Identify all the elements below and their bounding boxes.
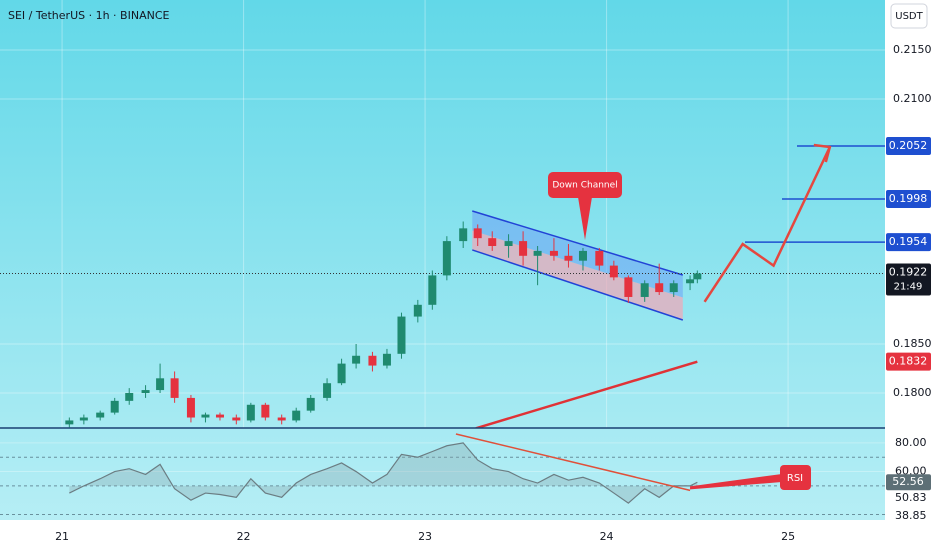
candle-body (306, 397, 315, 411)
rsi-arrow (690, 474, 782, 490)
y-tick-label: 0.1800 (893, 386, 932, 399)
candle-body (397, 316, 406, 354)
level-box (886, 189, 931, 208)
rsi-annotation: RSI (787, 473, 803, 484)
candle-body (693, 273, 702, 280)
candle-body (292, 410, 301, 421)
candle-body (186, 397, 195, 418)
candle-body (79, 417, 88, 421)
candle-body (686, 279, 695, 284)
candle-body (156, 378, 165, 391)
chart-title: SEI / TetherUS · 1h · BINANCE (8, 9, 170, 22)
trend-line (475, 360, 698, 428)
rsi-panel (0, 433, 885, 516)
x-tick-label: 22 (237, 530, 251, 543)
candle-body (624, 277, 633, 297)
rsi-area (69, 442, 698, 504)
rsi-annotation-box (780, 465, 811, 490)
y-tick-label: 0.1850 (893, 337, 932, 350)
candle-body (352, 355, 361, 364)
candle-body (519, 241, 528, 256)
channel-upper (472, 210, 684, 276)
price-panel (0, 210, 885, 428)
candle-body (96, 412, 105, 418)
rsi-line (69, 442, 698, 504)
candle-body (655, 283, 664, 293)
candle-body (382, 353, 391, 366)
candle-body (578, 250, 587, 261)
candle-body (442, 241, 451, 276)
candle-body (428, 275, 437, 305)
candle-body (504, 241, 513, 246)
rsi-marker-label: 50.83 (895, 491, 927, 504)
channel-lower (472, 249, 684, 321)
candle-body (337, 363, 346, 384)
rsi-tick-label: 80.00 (895, 436, 927, 449)
countdown: 21:49 (894, 281, 923, 292)
candle-body (110, 400, 119, 413)
candle-body (141, 390, 150, 394)
candle-body (488, 238, 497, 246)
rsi-marker-label: 38.85 (895, 509, 927, 522)
channel-upper-fill (472, 211, 683, 298)
candle-body (473, 228, 482, 239)
rsi-value-box (886, 474, 931, 491)
candle-body (170, 378, 179, 398)
level-box (886, 233, 931, 252)
currency-label: USDT (895, 11, 923, 22)
level-label: 0.1998 (889, 192, 928, 205)
candle-body (640, 283, 649, 297)
trend-label: 0.1832 (889, 355, 928, 368)
channel-annotation-arrow (578, 197, 592, 240)
level-label: 0.2052 (889, 139, 928, 152)
currency-box[interactable] (890, 3, 928, 29)
candle-body (323, 383, 332, 398)
rsi-value-label: 52.56 (892, 475, 924, 488)
x-tick-label: 25 (781, 530, 795, 543)
candle-body (459, 228, 468, 242)
candle-body (533, 250, 542, 256)
rsi-trend-line (455, 433, 691, 492)
candle-body (215, 414, 224, 418)
price-box (886, 263, 931, 296)
plot-background (0, 0, 885, 520)
candle-body (609, 265, 618, 278)
y-tick-label: 0.2100 (893, 92, 932, 105)
candle-body (564, 255, 573, 261)
candle-body (368, 355, 377, 366)
candle-body (65, 420, 74, 425)
projection-path (703, 146, 831, 303)
trend-box (886, 352, 931, 371)
x-tick-label: 23 (418, 530, 432, 543)
candle-body (201, 414, 210, 418)
candle-body (232, 417, 241, 421)
time-axis-background (0, 520, 885, 550)
candle-body (277, 417, 286, 421)
x-tick-label: 21 (55, 530, 69, 543)
overlay: 21 22 23 24 25 0.2150 0.2100 0.1850 0.1800 0.2052… (55, 43, 931, 543)
candle-body (595, 250, 604, 266)
channel-annotation-box (548, 172, 622, 198)
candle-body (125, 393, 134, 401)
price-label: 0.1922 (889, 265, 928, 278)
projection-arrowhead (813, 143, 832, 163)
y-tick-label: 0.2150 (893, 43, 932, 56)
channel-annotation: Down Channel (552, 181, 617, 191)
candle-body (413, 304, 422, 317)
candle-body (246, 404, 255, 421)
candle-body (261, 404, 270, 418)
candle-body (669, 283, 678, 293)
x-tick-label: 24 (600, 530, 614, 543)
candle-body (549, 250, 558, 256)
level-box (886, 137, 931, 156)
level-label: 0.1954 (889, 235, 928, 248)
